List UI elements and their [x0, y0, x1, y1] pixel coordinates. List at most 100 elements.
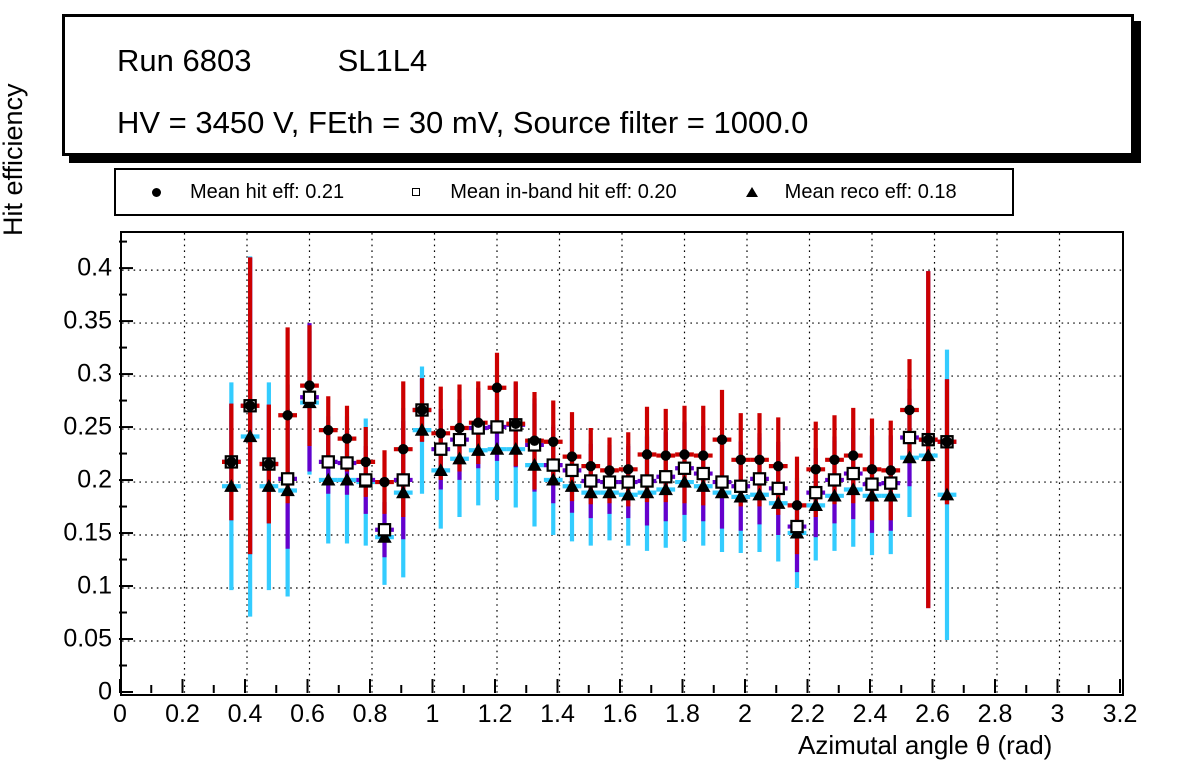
marker-filled-triangle-9[interactable] — [396, 485, 411, 499]
marker-open-square-36[interactable] — [902, 430, 917, 445]
marker-open-square-32[interactable] — [827, 473, 842, 487]
marker-open-square-31[interactable] — [809, 485, 823, 500]
marker-filled-triangle-31[interactable] — [808, 498, 823, 511]
marker-filled-triangle-37[interactable] — [921, 448, 936, 462]
marker-filled-triangle-35[interactable] — [883, 488, 898, 502]
marker-filled-circle-12[interactable] — [454, 422, 465, 434]
marker-open-square-29[interactable] — [771, 481, 785, 496]
marker-filled-circle-22[interactable] — [641, 449, 653, 460]
marker-filled-triangle-16[interactable] — [527, 457, 542, 471]
marker-filled-circle-16[interactable] — [529, 435, 540, 446]
marker-filled-circle-14[interactable] — [491, 382, 503, 393]
marker-open-square-5[interactable] — [321, 455, 335, 469]
legend-entry-0[interactable]: Mean hit eff: 0.21 — [144, 181, 344, 204]
marker-filled-circle-27[interactable] — [735, 454, 746, 465]
marker-filled-circle-24[interactable] — [679, 449, 690, 460]
marker-filled-triangle-3[interactable] — [280, 483, 295, 497]
marker-filled-circle-7[interactable] — [360, 456, 371, 468]
marker-open-square-23[interactable] — [659, 470, 673, 484]
marker-filled-triangle-5[interactable] — [321, 472, 336, 486]
marker-filled-circle-31[interactable] — [810, 464, 821, 475]
marker-filled-circle-36[interactable] — [904, 404, 915, 416]
marker-open-square-25[interactable] — [696, 466, 710, 481]
marker-open-square-27[interactable] — [734, 479, 748, 493]
marker-filled-triangle-29[interactable] — [771, 496, 786, 509]
marker-open-square-30[interactable] — [790, 519, 804, 534]
marker-filled-triangle-23[interactable] — [658, 482, 673, 496]
marker-filled-circle-3[interactable] — [282, 410, 293, 421]
marker-filled-circle-34[interactable] — [866, 464, 878, 475]
marker-filled-circle-11[interactable] — [435, 428, 446, 439]
marker-filled-circle-20[interactable] — [604, 465, 615, 476]
marker-open-square-24[interactable] — [677, 461, 692, 475]
marker-filled-circle-30[interactable] — [791, 500, 803, 511]
marker-open-square-20[interactable] — [602, 475, 617, 489]
marker-filled-triangle-27[interactable] — [733, 489, 748, 503]
marker-filled-circle-38[interactable] — [941, 436, 953, 447]
marker-open-square-6[interactable] — [340, 456, 354, 470]
marker-filled-circle-4[interactable] — [304, 380, 315, 391]
marker-filled-circle-29[interactable] — [773, 460, 784, 472]
marker-open-square-18[interactable] — [565, 463, 579, 478]
marker-filled-triangle-19[interactable] — [583, 485, 598, 499]
marker-open-square-34[interactable] — [865, 477, 879, 491]
marker-open-square-35[interactable] — [884, 476, 898, 490]
marker-filled-circle-13[interactable] — [473, 417, 484, 428]
marker-filled-triangle-22[interactable] — [639, 485, 655, 499]
marker-filled-circle-35[interactable] — [885, 465, 896, 476]
marker-open-square-4[interactable] — [302, 390, 317, 404]
marker-filled-circle-32[interactable] — [829, 454, 840, 465]
marker-open-square-8[interactable] — [377, 523, 392, 537]
marker-filled-triangle-26[interactable] — [714, 485, 730, 499]
marker-open-square-22[interactable] — [640, 474, 654, 488]
marker-filled-triangle-0[interactable] — [224, 479, 239, 492]
legend-entry-2[interactable]: Mean reco eff: 0.18 — [739, 181, 957, 204]
marker-filled-circle-23[interactable] — [660, 450, 671, 461]
marker-filled-triangle-20[interactable] — [602, 485, 617, 499]
marker-filled-circle-0[interactable] — [226, 456, 237, 468]
marker-filled-triangle-6[interactable] — [339, 472, 355, 486]
legend-entry-1[interactable]: Mean in-band hit eff: 0.20 — [404, 181, 677, 204]
marker-open-square-11[interactable] — [434, 442, 448, 456]
marker-open-square-3[interactable] — [280, 472, 295, 486]
marker-open-square-7[interactable] — [359, 473, 373, 487]
marker-filled-circle-8[interactable] — [379, 476, 390, 488]
marker-filled-triangle-1[interactable] — [242, 429, 258, 443]
marker-filled-triangle-33[interactable] — [846, 482, 861, 496]
marker-open-square-26[interactable] — [715, 475, 729, 489]
marker-open-square-17[interactable] — [546, 458, 560, 472]
marker-filled-circle-1[interactable] — [244, 400, 256, 411]
marker-filled-triangle-32[interactable] — [827, 488, 842, 502]
marker-filled-circle-25[interactable] — [698, 450, 709, 461]
marker-filled-triangle-18[interactable] — [564, 479, 580, 492]
marker-filled-triangle-28[interactable] — [752, 487, 767, 501]
marker-open-square-21[interactable] — [621, 475, 635, 489]
marker-filled-triangle-38[interactable] — [939, 487, 955, 501]
marker-filled-triangle-34[interactable] — [864, 488, 880, 502]
marker-filled-triangle-25[interactable] — [696, 479, 711, 492]
marker-filled-triangle-24[interactable] — [677, 474, 692, 488]
marker-filled-circle-21[interactable] — [623, 464, 634, 475]
marker-filled-circle-10[interactable] — [416, 404, 428, 416]
marker-filled-circle-28[interactable] — [754, 454, 765, 465]
marker-filled-triangle-14[interactable] — [489, 441, 505, 455]
marker-filled-triangle-2[interactable] — [261, 479, 277, 492]
marker-filled-circle-33[interactable] — [848, 450, 859, 461]
marker-open-square-9[interactable] — [396, 473, 410, 487]
marker-filled-triangle-36[interactable] — [902, 450, 917, 464]
marker-filled-triangle-10[interactable] — [414, 422, 430, 436]
marker-filled-circle-5[interactable] — [323, 424, 334, 436]
marker-filled-triangle-12[interactable] — [452, 451, 467, 465]
marker-filled-circle-2[interactable] — [263, 458, 275, 470]
marker-filled-triangle-15[interactable] — [508, 441, 523, 455]
marker-open-square-12[interactable] — [452, 432, 467, 447]
marker-filled-circle-9[interactable] — [398, 443, 409, 455]
marker-filled-circle-6[interactable] — [341, 433, 353, 444]
marker-open-square-19[interactable] — [584, 474, 598, 488]
marker-filled-circle-17[interactable] — [548, 436, 559, 447]
marker-filled-circle-19[interactable] — [585, 460, 596, 472]
marker-open-square-28[interactable] — [752, 472, 767, 486]
marker-open-square-14[interactable] — [490, 420, 504, 434]
marker-filled-triangle-13[interactable] — [471, 443, 486, 456]
marker-filled-circle-37[interactable] — [923, 434, 934, 445]
